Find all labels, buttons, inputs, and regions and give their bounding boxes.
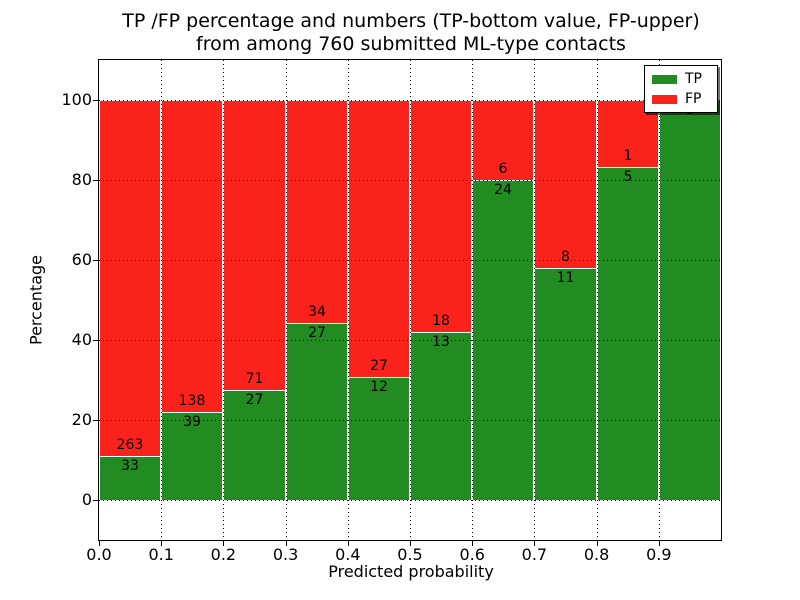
tick-mark-x: [223, 541, 224, 546]
bar-segment-fp: [534, 100, 597, 269]
tick-label-x: 0.7: [521, 545, 548, 564]
tick-label-x: 0.8: [583, 545, 610, 564]
tick-label-y: 60: [71, 250, 92, 269]
tick-mark-x: [348, 541, 349, 546]
bar-label-fp: 8: [561, 249, 570, 266]
bar-label-fp: 71: [245, 370, 264, 387]
bar-label-tp: 27: [308, 324, 326, 341]
tick-mark-x: [286, 541, 287, 546]
gridline-horizontal: [99, 180, 721, 181]
bar-label-fp: 6: [498, 161, 508, 177]
gridline-horizontal: [99, 340, 721, 341]
plot-inner: 263331383971273427271218136248111505: [99, 60, 721, 540]
bar-segment-tp: [534, 268, 597, 500]
bar-segment-fp: [348, 100, 410, 377]
tick-label-x: 0.4: [335, 545, 361, 564]
tick-mark-y: [93, 260, 98, 261]
legend-swatch-fp: [652, 94, 677, 104]
plot-area: 263331383971273427271218136248111505: [98, 59, 722, 541]
bar-segment-tp: [286, 322, 348, 500]
tick-label-x: 0.3: [272, 545, 299, 564]
x-axis-label: Predicted probability: [328, 562, 494, 581]
gridline-vertical: [161, 60, 162, 540]
bar-segment-fp: [99, 100, 161, 456]
bar-segment-tp: [99, 455, 161, 500]
tick-label-x: 0.2: [210, 545, 237, 564]
chart-title: TP /FP percentage and numbers (TP-bottom…: [99, 10, 723, 56]
bar-label-fp: 263: [116, 436, 144, 453]
legend-item: FP: [645, 92, 717, 106]
bar-segment-tp: [659, 100, 721, 500]
tick-mark-x: [161, 541, 162, 546]
bar-label-tp: 5: [623, 168, 633, 185]
bar-label-tp: 24: [494, 182, 512, 198]
bar-label-tp: 39: [183, 414, 201, 430]
gridline-vertical: [223, 60, 224, 540]
bar-label-fp: 1: [623, 147, 633, 164]
gridline-vertical: [472, 60, 473, 540]
bar-segment-tp: [161, 412, 223, 500]
tick-label-x: 0.6: [459, 545, 485, 564]
tick-mark-x: [534, 541, 535, 546]
tick-mark-x: [597, 541, 598, 546]
tick-label-y: 20: [71, 410, 92, 429]
gridline-horizontal: [99, 500, 721, 501]
bar-label-fp: 34: [308, 303, 326, 320]
tick-label-x: 0.9: [646, 545, 672, 564]
legend: TP FP: [644, 65, 718, 113]
bar-label-tp: 12: [370, 378, 388, 395]
bar-segment-fp: [410, 100, 472, 333]
bar-label-fp: 138: [178, 393, 206, 409]
tick-label-x: 0.1: [148, 545, 174, 564]
gridline-horizontal: [99, 260, 721, 261]
bar-segment-fp: [223, 100, 286, 390]
bar-label-fp: 18: [432, 313, 450, 330]
tick-mark-x: [99, 541, 100, 546]
bar-label-tp: 13: [432, 334, 450, 351]
gridline-horizontal: [99, 100, 721, 101]
bar-segment-tp: [348, 376, 410, 500]
bar-label-tp: 11: [556, 270, 575, 287]
bar-label-tp: 33: [121, 457, 139, 474]
legend-label: TP: [685, 71, 702, 87]
bar-label-fp: 27: [370, 357, 388, 374]
bar-segment-tp: [410, 332, 472, 500]
bar-segment-fp: [161, 100, 223, 412]
tick-label-y: 40: [71, 330, 92, 349]
gridline-vertical: [597, 60, 598, 540]
gridline-vertical: [659, 60, 660, 540]
tick-label-x: 0.5: [397, 545, 423, 564]
chart-title-line2: from among 760 submitted ML-type contact…: [196, 33, 626, 55]
tick-mark-y: [93, 180, 98, 181]
gridline-vertical: [348, 60, 349, 540]
gridline-vertical: [534, 60, 535, 540]
tick-mark-y: [93, 340, 98, 341]
tick-label-x: 0.0: [86, 545, 112, 564]
gridline-vertical: [410, 60, 411, 540]
tick-mark-y: [93, 500, 98, 501]
legend-label: FP: [685, 91, 702, 107]
tick-label-y: 0: [81, 490, 92, 509]
tick-mark-y: [93, 420, 98, 421]
bar-segment-fp: [472, 100, 534, 180]
bar-segment-fp: [286, 100, 348, 323]
tick-mark-x: [659, 541, 660, 546]
tick-mark-x: [410, 541, 411, 546]
chart-title-line1: TP /FP percentage and numbers (TP-bottom…: [122, 10, 700, 32]
legend-item: TP: [645, 72, 717, 86]
legend-swatch-tp: [652, 74, 677, 84]
bar-segment-tp: [597, 166, 659, 500]
tick-label-y: 80: [71, 170, 92, 189]
bar-segment-tp: [223, 389, 286, 500]
tick-mark-y: [93, 100, 98, 101]
bar-label-tp: 27: [245, 391, 264, 408]
tick-label-y: 100: [61, 90, 92, 109]
tick-mark-x: [472, 541, 473, 546]
gridline-horizontal: [99, 420, 721, 421]
gridline-vertical: [286, 60, 287, 540]
